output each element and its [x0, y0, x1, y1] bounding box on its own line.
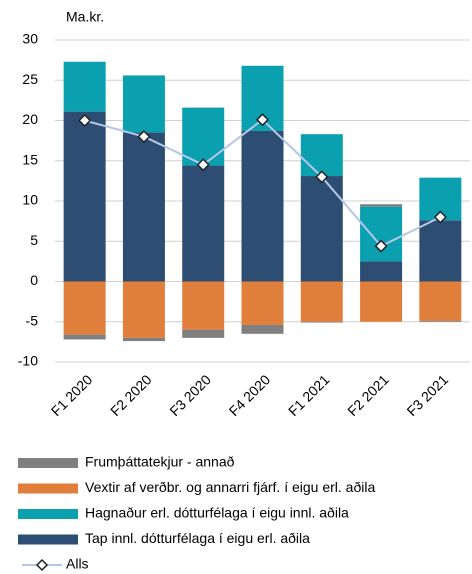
bar — [122, 75, 165, 133]
legend-swatch — [18, 458, 78, 468]
line-marker — [196, 158, 210, 172]
bar — [63, 281, 106, 335]
x-tick-label: F2 2021 — [344, 371, 392, 419]
bar — [122, 132, 165, 282]
line-marker — [374, 239, 388, 253]
bar — [360, 206, 403, 262]
legend-swatch — [18, 483, 78, 494]
bar — [63, 334, 106, 340]
bar — [419, 320, 462, 322]
line-marker — [137, 130, 151, 144]
bar — [122, 337, 165, 342]
x-tick-label: F3 2020 — [166, 371, 214, 419]
y-tick-label: 5 — [30, 232, 38, 248]
bar — [182, 329, 225, 338]
legend-label: Frumþáttatekjur - annað — [85, 454, 235, 470]
legend-label: Hagnaður erl. dótturfélaga í eigu innl. … — [85, 505, 349, 521]
line-marker — [78, 113, 92, 128]
bar — [182, 165, 225, 282]
legend-label: Vextir af verðbr. og annarri fjárf. í ei… — [85, 479, 375, 495]
bar — [241, 130, 284, 282]
y-tick-label: 15 — [22, 151, 38, 167]
bar — [63, 61, 106, 112]
bar — [63, 111, 106, 282]
bar — [419, 281, 462, 321]
bar — [360, 281, 403, 322]
line-marker — [315, 170, 329, 184]
bar — [300, 321, 343, 323]
x-tick-label: F3 2021 — [403, 371, 451, 419]
bar — [300, 176, 343, 282]
legend-swatch — [18, 534, 78, 545]
x-tick-label: F1 2021 — [285, 371, 333, 419]
legend-label: Alls — [66, 556, 89, 572]
x-tick-label: F2 2020 — [107, 371, 155, 419]
y-tick-label: -5 — [26, 312, 39, 328]
legend-swatch — [18, 509, 78, 519]
bar — [122, 281, 165, 338]
bar — [300, 281, 343, 322]
y-tick-label: -10 — [18, 353, 38, 369]
line-marker — [255, 113, 270, 127]
bar — [182, 107, 225, 166]
y-tick-label: 0 — [30, 272, 38, 288]
bar — [300, 134, 343, 177]
y-tick-label: 25 — [22, 71, 38, 87]
bar — [419, 220, 462, 282]
bar — [241, 324, 284, 334]
bar — [182, 281, 225, 330]
x-tick-label: F1 2020 — [48, 371, 96, 419]
bar — [241, 281, 284, 325]
y-axis-label: Ma.kr. — [66, 9, 104, 25]
legend-marker — [35, 558, 49, 572]
legend-label: Tap innl. dótturfélaga í eigu erl. aðila — [85, 530, 310, 546]
x-tick-label: F4 2020 — [226, 371, 274, 419]
bar — [360, 261, 403, 282]
line-marker — [433, 210, 447, 224]
y-tick-label: 10 — [22, 192, 38, 208]
y-tick-label: 30 — [22, 31, 38, 47]
y-tick-label: 20 — [22, 111, 38, 127]
bar — [360, 204, 403, 207]
